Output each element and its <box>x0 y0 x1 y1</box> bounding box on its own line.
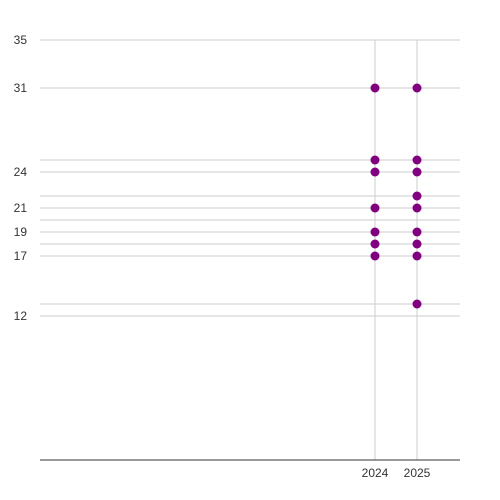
data-point <box>412 191 422 201</box>
data-point <box>370 155 380 165</box>
x-tick-label: 2025 <box>404 466 431 480</box>
data-point <box>412 227 422 237</box>
data-point <box>412 299 422 309</box>
y-tick-label: 31 <box>14 81 28 95</box>
data-point <box>412 203 422 213</box>
data-point <box>412 155 422 165</box>
y-tick-label: 35 <box>14 33 28 47</box>
data-point <box>370 203 380 213</box>
data-point <box>370 167 380 177</box>
data-points <box>370 83 422 309</box>
data-point <box>412 83 422 93</box>
data-point <box>370 83 380 93</box>
gridlines <box>40 39 460 460</box>
data-point <box>412 239 422 249</box>
y-tick-label: 24 <box>14 165 28 179</box>
data-point <box>412 167 422 177</box>
y-tick-label: 17 <box>14 249 28 263</box>
data-point <box>370 239 380 249</box>
data-point <box>370 251 380 261</box>
y-tick-label: 12 <box>14 309 28 323</box>
y-tick-label: 19 <box>14 225 28 239</box>
data-point <box>412 251 422 261</box>
y-tick-label: 21 <box>14 201 28 215</box>
x-tick-label: 2024 <box>362 466 389 480</box>
tick-labels: 12 17 19 21 24 31 35 2024 2025 <box>14 33 431 480</box>
data-point <box>370 227 380 237</box>
